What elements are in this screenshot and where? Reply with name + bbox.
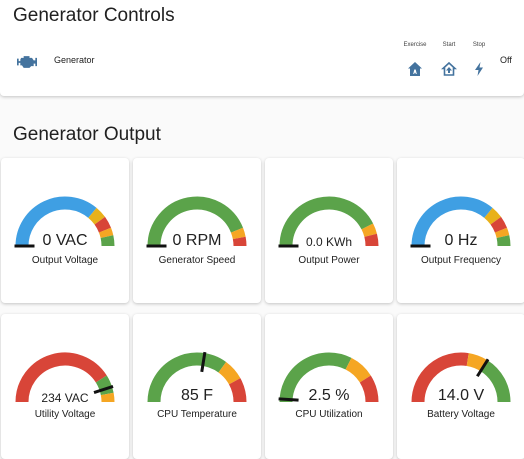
gauge-needle — [200, 351, 207, 373]
gauge-output-voltage: 0 VAC Output Voltage — [1, 158, 129, 303]
gauge-band — [147, 352, 227, 403]
gauge-output-frequency: 0 Hz Output Frequency — [397, 158, 524, 303]
gauge-value: 0.0 KWh — [305, 235, 353, 249]
gauge-band — [361, 223, 377, 238]
gauge-band — [95, 375, 114, 396]
gauge-band — [359, 375, 379, 403]
controls-title: Generator Controls — [13, 5, 175, 26]
gauge-band — [100, 235, 115, 247]
gauge-value: 14.0 V — [437, 387, 485, 404]
gauge-utility-voltage: 234 VAC Utility Voltage — [1, 314, 129, 459]
gauge-band — [94, 216, 112, 233]
engine-icon — [17, 56, 37, 68]
gauge-band — [466, 353, 488, 372]
gauge-dial — [278, 352, 379, 403]
gauge-needle — [278, 397, 299, 402]
gauge-label: Output Power — [298, 255, 360, 266]
gauge-band — [364, 233, 379, 247]
gauge-value: 85 F — [180, 387, 213, 404]
gauge-dial — [278, 196, 379, 248]
gauge-band — [279, 352, 352, 403]
gauge-band — [88, 207, 106, 225]
gauge-cpu-utilization: 2.5 % CPU Utilization — [265, 314, 393, 459]
gauge-band — [480, 360, 511, 403]
stop-label: Stop — [472, 42, 486, 48]
gauge-band — [279, 196, 374, 247]
gauge-dial — [14, 196, 115, 248]
gauge-dial — [15, 352, 115, 403]
gauge-output-power: 0.0 KWh Output Power — [265, 158, 393, 303]
gauge-band — [147, 196, 244, 247]
generator-label: Generator — [54, 55, 95, 65]
gauge-band — [411, 352, 469, 403]
gauge-band — [494, 227, 510, 239]
gauge-band — [345, 357, 371, 383]
gauge-band — [15, 352, 107, 403]
gauge-value: 234 VAC — [41, 391, 89, 405]
gauge-band — [15, 196, 97, 247]
generator-state: Off — [500, 55, 512, 65]
gauge-needle — [476, 358, 490, 378]
gauge-band — [484, 207, 502, 225]
gauge-value: 0 Hz — [444, 232, 478, 249]
gauge-band — [232, 236, 247, 247]
gauge-value: 2.5 % — [308, 387, 350, 404]
gauge-label: Generator Speed — [158, 255, 236, 266]
gauge-dial — [411, 352, 511, 403]
gauge-label: Utility Voltage — [34, 409, 96, 420]
gauge-band — [490, 216, 508, 233]
gauge-needle — [93, 384, 114, 394]
gauge-band — [98, 227, 114, 239]
gauge-cpu-temperature: 85 F CPU Temperature — [133, 314, 261, 459]
home-import-icon[interactable] — [441, 61, 457, 77]
gauge-label: Output Voltage — [31, 255, 99, 266]
gauge-dial — [410, 196, 511, 248]
gauge-band — [218, 361, 241, 385]
home-auto-icon[interactable] — [407, 61, 423, 77]
gauge-band — [100, 392, 115, 403]
generator-controls-card: Generator Controls Generator Exercise St… — [0, 0, 524, 96]
gauge-label: CPU Temperature — [157, 409, 237, 420]
gauge-generator-speed: 0 RPM Generator Speed — [133, 158, 261, 303]
gauge-band — [228, 378, 247, 403]
exercise-label: Exercise — [403, 42, 427, 48]
gauge-dial — [147, 351, 247, 403]
gauge-band — [411, 196, 493, 247]
gauge-label: CPU Utilization — [295, 409, 363, 420]
gauge-band — [496, 235, 511, 247]
start-label: Start — [442, 42, 456, 48]
flash-icon[interactable] — [471, 61, 487, 77]
gauge-value: 0 VAC — [42, 232, 88, 249]
gauge-label: Battery Voltage — [427, 409, 495, 420]
gauge-band — [230, 227, 246, 240]
gauge-label: Output Frequency — [420, 255, 502, 266]
gauge-value: 0 RPM — [172, 232, 222, 249]
output-title: Generator Output — [13, 124, 161, 145]
gauge-dial — [146, 196, 247, 248]
gauge-battery-voltage: 14.0 V Battery Voltage — [397, 314, 524, 459]
